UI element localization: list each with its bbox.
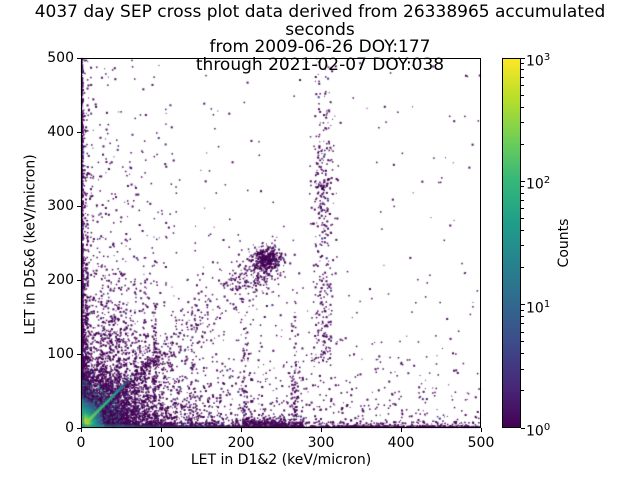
colorbar-major-tick xyxy=(521,57,525,59)
colorbar-minor-tick xyxy=(521,192,524,194)
chart-title: 4037 day SEP cross plot data derived fro… xyxy=(0,2,640,75)
y-tick xyxy=(77,205,81,207)
colorbar-minor-tick xyxy=(521,217,524,219)
y-tick-label: 500 xyxy=(47,49,74,66)
colorbar-minor-tick xyxy=(521,331,524,333)
x-axis-label: LET in D1&2 (keV/micron) xyxy=(190,452,372,468)
colorbar-major-tick xyxy=(521,427,525,429)
colorbar-minor-tick xyxy=(521,368,524,370)
y-tick-label: 400 xyxy=(47,123,74,140)
x-tick-label: 300 xyxy=(307,435,335,451)
colorbar-minor-tick xyxy=(521,316,524,318)
x-tick xyxy=(240,428,242,432)
y-tick-label: 300 xyxy=(47,197,74,214)
colorbar-minor-tick xyxy=(521,267,524,269)
y-tick xyxy=(77,353,81,355)
x-tick xyxy=(400,428,402,432)
colorbar-minor-tick xyxy=(521,199,524,201)
colorbar-gradient xyxy=(503,59,520,427)
colorbar-minor-tick xyxy=(521,143,524,145)
y-tick xyxy=(77,279,81,281)
y-tick xyxy=(77,57,81,59)
colorbar-major-tick xyxy=(521,180,525,182)
colorbar xyxy=(502,58,521,428)
colorbar-major-tick xyxy=(521,304,525,306)
y-tick-label: 200 xyxy=(47,271,74,288)
x-tick xyxy=(80,428,82,432)
colorbar-minor-tick xyxy=(521,84,524,86)
colorbar-tick-label: 103 xyxy=(526,52,551,70)
colorbar-minor-tick xyxy=(521,186,524,188)
colorbar-minor-tick xyxy=(521,69,524,71)
colorbar-minor-tick xyxy=(521,309,524,311)
x-tick-label: 200 xyxy=(227,435,255,451)
y-tick-label: 100 xyxy=(47,345,74,362)
colorbar-label: Counts xyxy=(556,218,572,268)
colorbar-tick-label: 100 xyxy=(526,422,551,440)
colorbar-tick-label: 101 xyxy=(526,298,551,317)
y-tick xyxy=(77,131,81,133)
chart-title-line-3: through 2021-02-07 DOY:038 xyxy=(195,54,445,75)
x-tick-label: 400 xyxy=(387,435,415,451)
x-tick xyxy=(320,428,322,432)
x-tick xyxy=(160,428,162,432)
colorbar-minor-tick xyxy=(521,106,524,108)
x-tick xyxy=(480,428,482,432)
colorbar-minor-tick xyxy=(521,353,524,355)
colorbar-tick-label: 102 xyxy=(526,175,551,193)
y-axis-label: LET in D5&6 (keV/micron) xyxy=(22,154,39,335)
colorbar-minor-tick xyxy=(521,94,524,96)
x-tick-label: 500 xyxy=(467,435,495,451)
colorbar-minor-tick xyxy=(521,390,524,392)
colorbar-minor-tick xyxy=(521,121,524,123)
y-tick-label: 0 xyxy=(65,419,74,436)
y-tick xyxy=(77,427,81,429)
x-tick-label: 100 xyxy=(147,435,175,451)
colorbar-minor-tick xyxy=(521,341,524,343)
colorbar-minor-tick xyxy=(521,208,524,210)
colorbar-minor-tick xyxy=(521,76,524,78)
chart-title-line-1: 4037 day SEP cross plot data derived fro… xyxy=(34,2,606,40)
chart-title-line-2: from 2009-06-26 DOY:177 xyxy=(209,37,431,57)
colorbar-minor-tick xyxy=(521,63,524,65)
x-tick-label: 0 xyxy=(76,435,86,451)
colorbar-minor-tick xyxy=(521,229,524,231)
colorbar-minor-tick xyxy=(521,245,524,247)
colorbar-minor-tick xyxy=(521,323,524,325)
